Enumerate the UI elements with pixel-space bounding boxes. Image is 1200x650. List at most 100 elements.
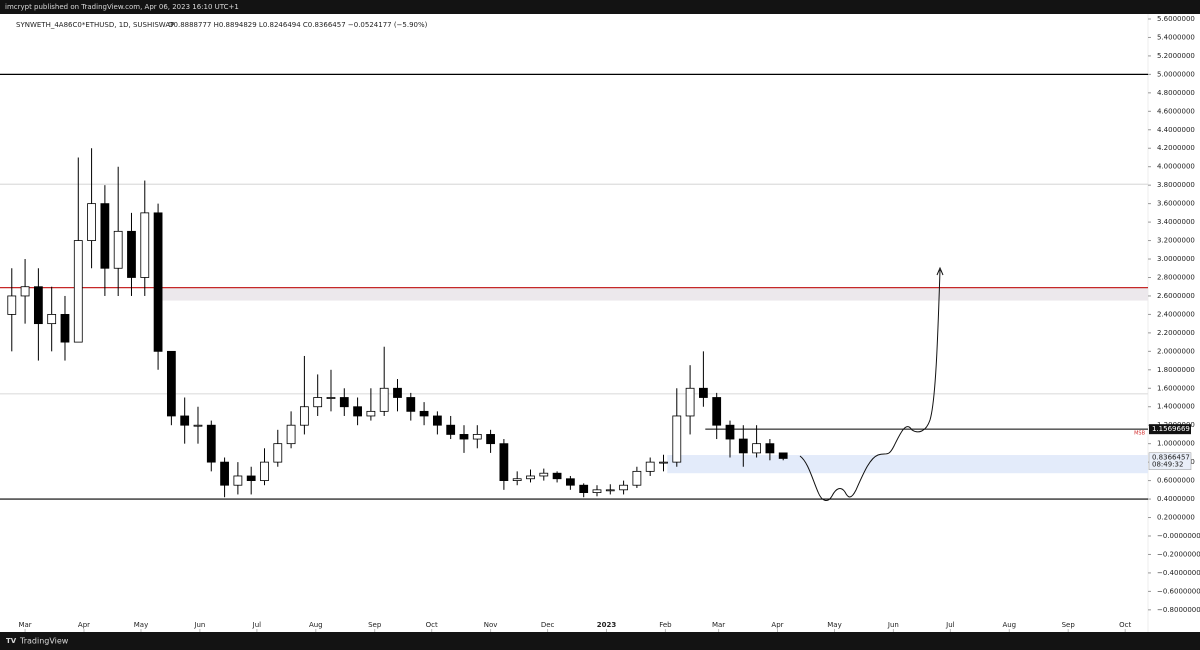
candle-body (326, 397, 336, 399)
publisher: imcrypt published on TradingView.com, Ap… (5, 3, 239, 11)
x-tick-label: 2023 (597, 621, 617, 629)
y-tick-label: 1.4000000 (1157, 403, 1195, 411)
candle-body (552, 472, 562, 480)
x-tick-label: Oct (426, 621, 438, 629)
y-tick-label: −0.2000000 (1157, 550, 1200, 558)
y-tick-label: 0.2000000 (1157, 514, 1195, 522)
y-tick-label: −0.4000000 (1157, 569, 1200, 577)
candle-body (459, 434, 469, 440)
candle-body (432, 415, 442, 426)
candle-body (166, 350, 176, 417)
candle-body (87, 203, 96, 241)
y-tick-label: 2.2000000 (1157, 329, 1195, 337)
y-tick-label: 1.0000000 (1157, 440, 1195, 448)
last-price-tag (1148, 452, 1192, 470)
candle-body (180, 415, 190, 426)
y-tick-label: 2.8000000 (1157, 273, 1195, 281)
candle-body (645, 461, 655, 472)
y-tick-label: 2.0000000 (1157, 347, 1195, 355)
x-tick-label: Jul (945, 621, 955, 629)
countdown: 08:49:32 (1152, 461, 1183, 469)
x-tick-label: Jul (252, 621, 262, 629)
candle-body (565, 478, 575, 486)
y-tick-label: 5.4000000 (1157, 33, 1195, 41)
candle-body (632, 470, 642, 486)
candle-body (193, 424, 203, 427)
x-tick-label: Dec (541, 621, 555, 629)
candle-body (712, 397, 722, 426)
footer-bar (0, 632, 1200, 650)
candle-body (685, 387, 695, 417)
price-tag (1149, 424, 1191, 435)
candle-body (406, 397, 416, 412)
candle-body (393, 387, 402, 398)
y-tick-label: 3.4000000 (1157, 218, 1195, 226)
header-bar (0, 0, 1200, 14)
candle-body (73, 240, 83, 343)
candle-body (299, 406, 309, 426)
zone (158, 287, 1148, 301)
candle-body (233, 475, 243, 486)
y-tick-label: 1.6000000 (1157, 384, 1195, 392)
candle-body (499, 443, 509, 481)
y-tick-label: 5.0000000 (1157, 70, 1195, 78)
plot-background (0, 14, 1200, 632)
candle-body (206, 424, 216, 463)
candle-body (33, 286, 43, 325)
zone (667, 455, 1148, 474)
candle-body (765, 443, 775, 454)
symbol: SYNWETH_4A86C0*ETHUSD, 1D, SUSHISWAP (16, 21, 174, 29)
x-tick-label: Apr (78, 621, 90, 629)
projection-arrowhead (936, 266, 944, 276)
x-tick-label: Sep (1062, 621, 1076, 629)
y-tick-label: 0.6000000 (1157, 477, 1195, 485)
brand-logo: TV (6, 637, 17, 645)
x-tick-label: Feb (659, 621, 672, 629)
x-tick-label: Mar (712, 621, 725, 629)
candle-body (366, 410, 376, 417)
x-tick-label: Jun (193, 621, 205, 629)
candle-body (379, 387, 389, 412)
candle-body (60, 314, 70, 343)
candle-body (472, 434, 482, 440)
ohlc-readout: O0.8888777 H0.8894829 L0.8246494 C0.8366… (168, 21, 428, 29)
projection-path (799, 269, 941, 501)
x-tick-label: Aug (1002, 621, 1016, 629)
y-tick-label: 3.8000000 (1157, 181, 1195, 189)
x-tick-label: May (134, 621, 148, 629)
candle-body (260, 461, 269, 481)
candle-body (419, 410, 429, 417)
x-tick-label: Apr (771, 621, 783, 629)
y-tick-label: 1.8000000 (1157, 366, 1195, 374)
msb-label: MSB (1134, 431, 1145, 437)
candle-body (246, 475, 256, 481)
y-tick-label: 2.6000000 (1157, 292, 1195, 300)
candle-body (738, 438, 748, 454)
candle-body (752, 443, 761, 454)
candle-body (486, 434, 495, 445)
candle-body (699, 387, 708, 398)
y-tick-label: 5.6000000 (1157, 15, 1195, 23)
y-tick-label: −0.6000000 (1157, 587, 1200, 595)
candle-body (113, 230, 123, 269)
candle-body (526, 475, 535, 480)
candle-body (353, 406, 362, 417)
y-tick-label: 4.8000000 (1157, 89, 1195, 97)
y-tick-label: 4.0000000 (1157, 163, 1195, 171)
y-tick-label: −0.8000000 (1157, 606, 1200, 614)
candle-body (47, 314, 57, 325)
x-tick-label: Mar (18, 621, 31, 629)
x-tick-label: May (827, 621, 841, 629)
candle-body (659, 461, 668, 464)
candle-body (592, 489, 602, 493)
candle-body (127, 230, 136, 278)
y-tick-label: 5.2000000 (1157, 52, 1195, 60)
candle-body (446, 424, 456, 435)
candle-body (153, 212, 163, 352)
candle-body (539, 472, 549, 477)
candle-body (220, 461, 229, 486)
x-tick-label: Nov (484, 621, 498, 629)
y-tick-label: 3.6000000 (1157, 200, 1195, 208)
